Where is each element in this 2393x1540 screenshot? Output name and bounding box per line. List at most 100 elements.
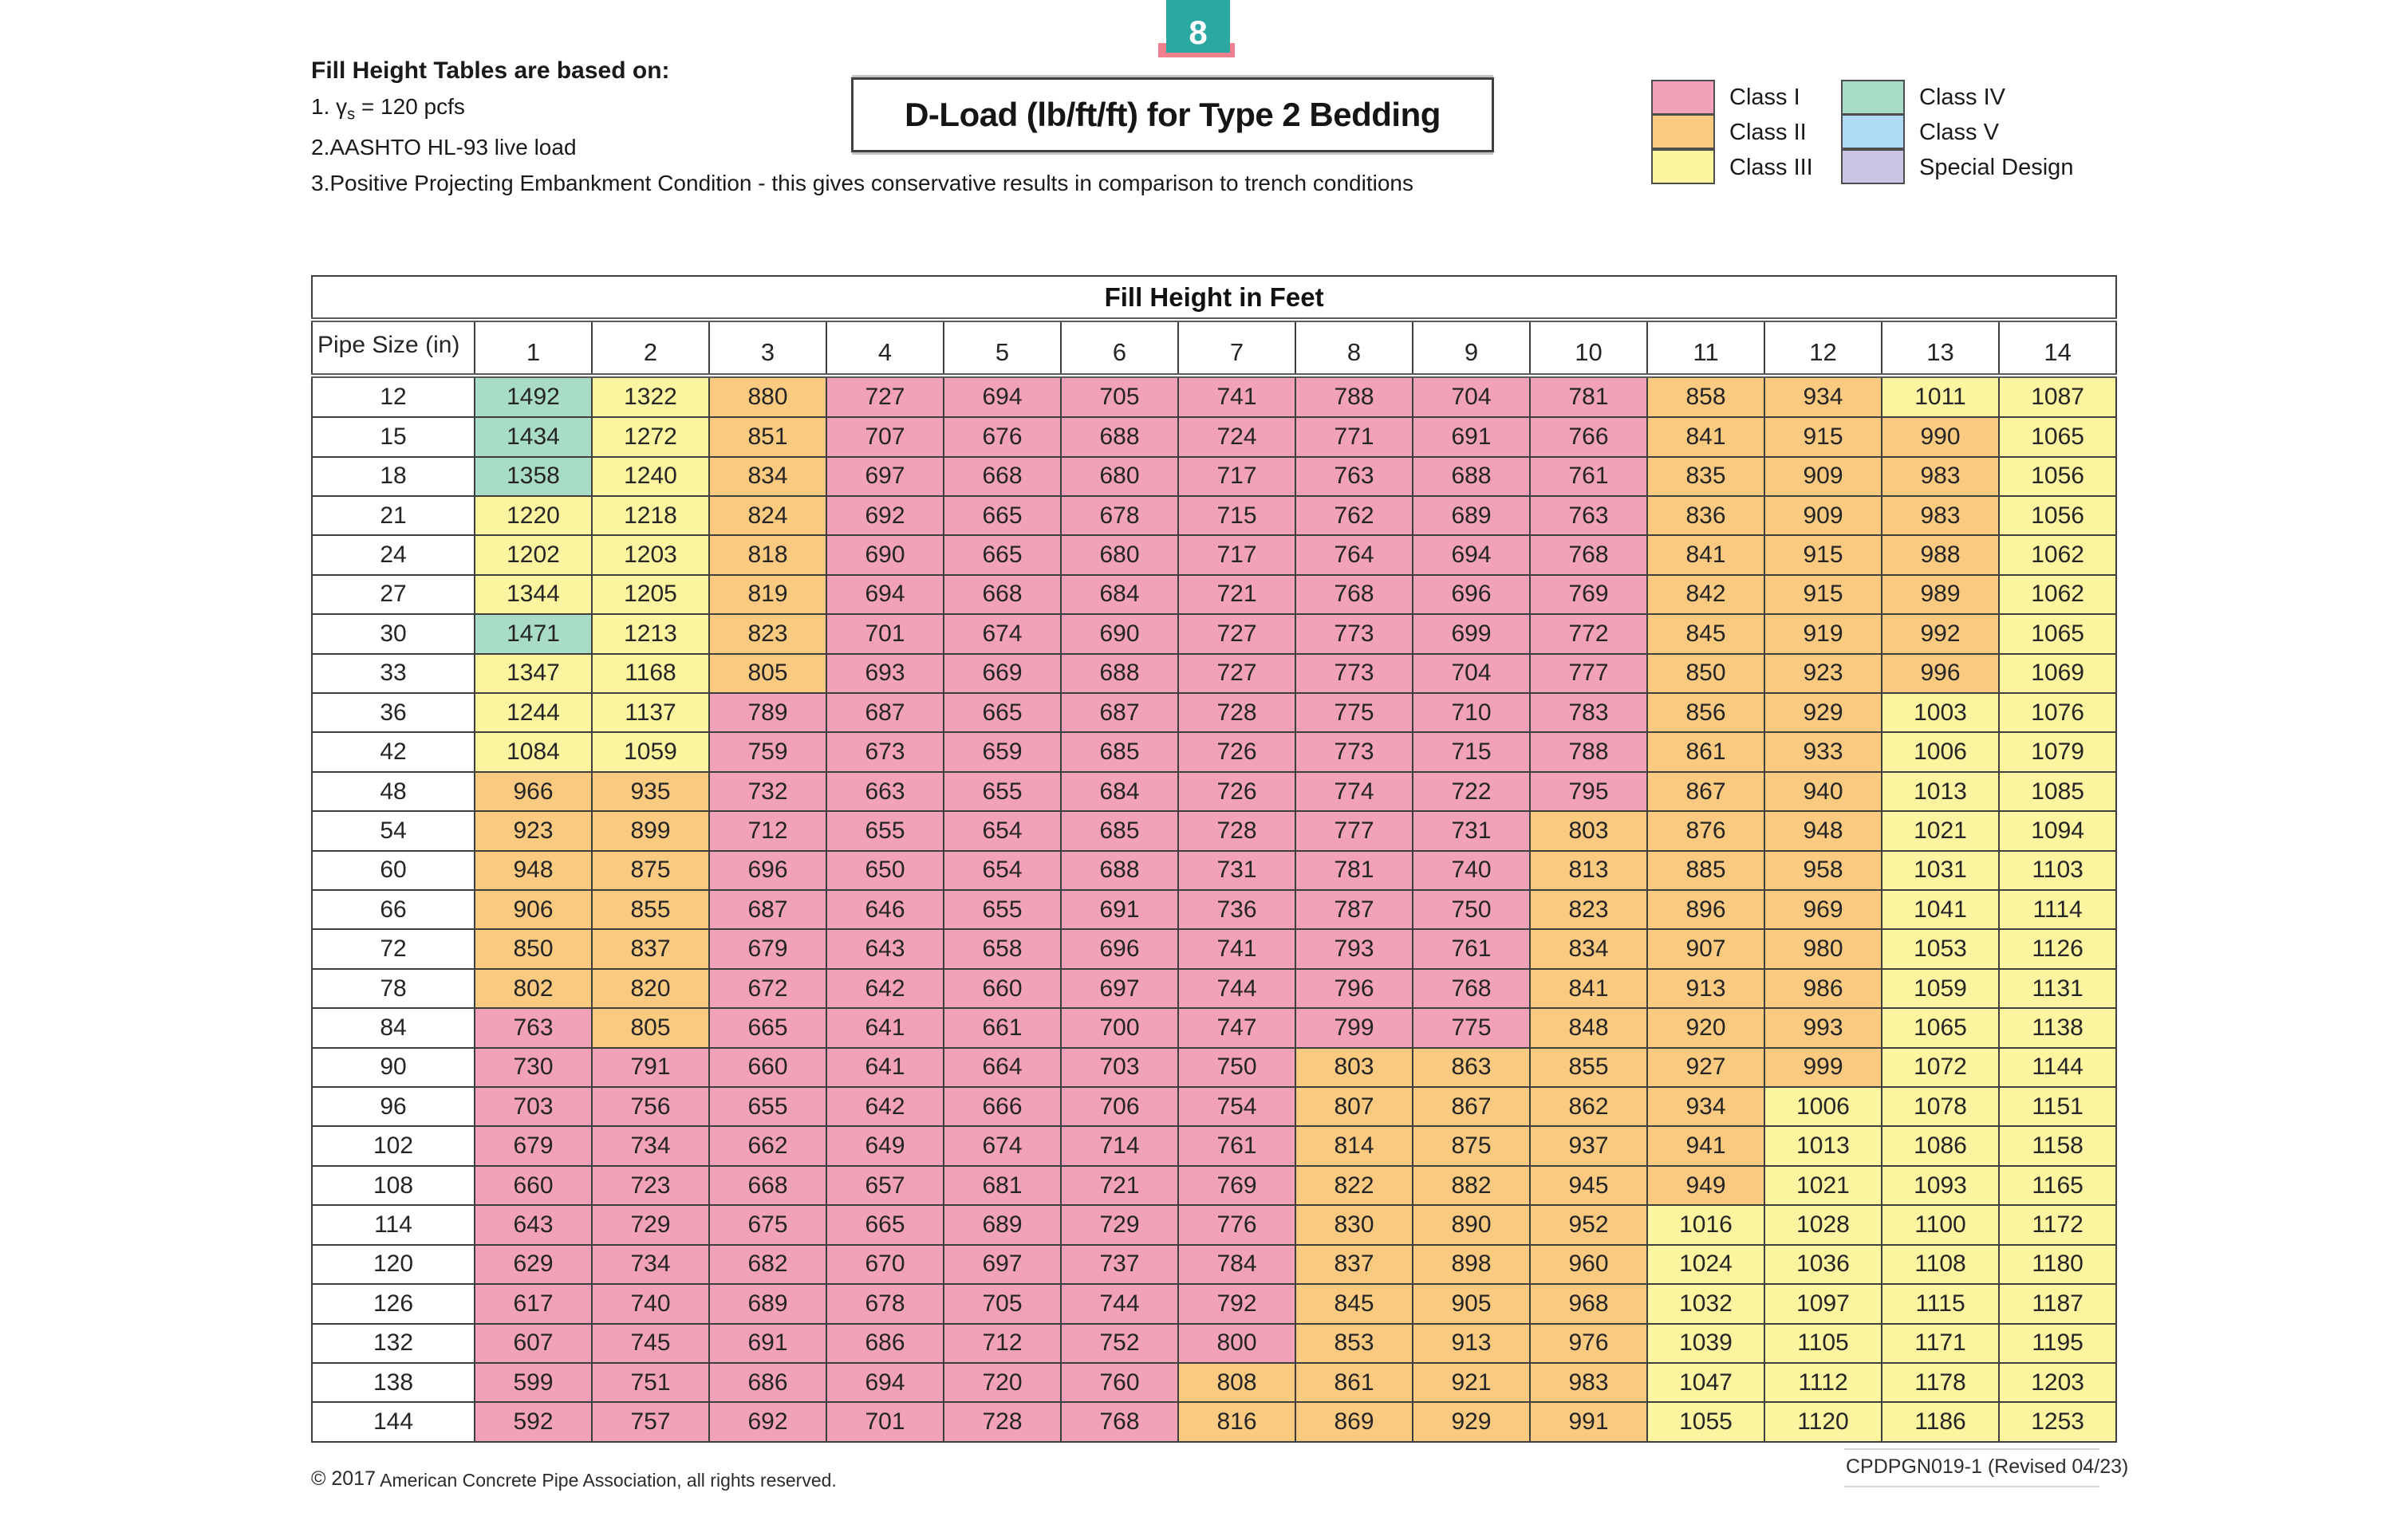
dload-cell: 837 (591, 928, 710, 970)
note-item-3: 3.Positive Projecting Embankment Conditi… (311, 170, 1413, 195)
dload-cell: 752 (1060, 1322, 1179, 1364)
dload-cell: 687 (708, 889, 827, 931)
dload-cell: 1213 (591, 613, 710, 655)
dload-cell: 691 (1412, 416, 1531, 458)
dload-cell: 923 (1764, 652, 1882, 695)
dload-cell: 1138 (1997, 1007, 2118, 1049)
dload-cell: 1492 (474, 374, 593, 419)
dload-cell: 913 (1646, 967, 1765, 1010)
dload-cell: 741 (1177, 928, 1296, 970)
fill-height-column-header: 4 (826, 319, 944, 378)
dload-cell: 669 (943, 652, 1062, 695)
dload-cell: 654 (943, 849, 1062, 892)
dload-cell: 712 (708, 810, 827, 852)
dload-cell: 731 (1412, 810, 1531, 852)
dload-cell: 1202 (474, 534, 593, 576)
copyright-text: American Concrete Pipe Association, all … (375, 1470, 837, 1491)
dload-cell: 788 (1529, 731, 1648, 773)
dload-cell: 775 (1295, 691, 1413, 734)
dload-cell: 823 (708, 613, 827, 655)
table-row: 84 763 805 665 641 661 700 747 799 775 848 920 993 10… (311, 1007, 2118, 1049)
dload-cell: 799 (1295, 1007, 1413, 1049)
legend-color-swatch (1841, 114, 1905, 149)
dload-cell: 1344 (474, 573, 593, 616)
legend-item: Class I (1651, 80, 1813, 115)
dload-cell: 819 (708, 573, 827, 616)
dload-cell: 1041 (1881, 889, 2000, 931)
dload-cell: 781 (1529, 374, 1648, 419)
legend-color-swatch (1841, 149, 1905, 184)
dload-cell: 906 (474, 889, 593, 931)
fill-height-column-header: 11 (1646, 319, 1765, 378)
dload-cell: 1131 (1997, 967, 2118, 1010)
dload-cell: 1021 (1764, 1164, 1882, 1207)
dload-cell: 592 (474, 1401, 593, 1443)
dload-cell: 750 (1412, 889, 1531, 931)
dload-cell: 1056 (1997, 455, 2118, 497)
notes-block: Fill Height Tables are based on: 1. γs =… (311, 57, 1555, 207)
dload-cell: 773 (1295, 731, 1413, 773)
dload-cell: 1218 (591, 494, 710, 537)
dload-cell: 655 (708, 1086, 827, 1128)
table-row: 36 1244 1137 789 687 665 687 728 775 710 783 856 929… (311, 691, 2118, 734)
dload-cell: 976 (1529, 1322, 1648, 1364)
dload-cell: 803 (1529, 810, 1648, 852)
dload-cell: 662 (708, 1125, 827, 1167)
dload-cell: 660 (943, 967, 1062, 1010)
dload-cell: 641 (826, 1046, 944, 1089)
dload-cell: 756 (591, 1086, 710, 1128)
dload-cell: 919 (1764, 613, 1882, 655)
dload-cell: 657 (826, 1164, 944, 1207)
dload-cell: 802 (474, 967, 593, 1010)
copyright-year: © 2017 (311, 1467, 376, 1490)
dload-cell: 1471 (474, 613, 593, 655)
dload-cell: 796 (1295, 967, 1413, 1010)
dload-cell: 885 (1646, 849, 1765, 892)
dload-cell: 675 (708, 1204, 827, 1246)
pipe-size-cell: 27 (311, 573, 475, 616)
dload-cell: 734 (591, 1243, 710, 1286)
dload-cell: 1178 (1881, 1361, 2000, 1404)
dload-cell: 696 (1412, 573, 1531, 616)
dload-cell: 1165 (1997, 1164, 2118, 1207)
dload-cell: 921 (1412, 1361, 1531, 1404)
dload-cell: 661 (943, 1007, 1062, 1049)
dload-cell: 1078 (1881, 1086, 2000, 1128)
pipe-size-cell: 54 (311, 810, 475, 852)
dload-cell: 1006 (1764, 1086, 1882, 1128)
table-row: 108 660 723 668 657 681 721 769 822 882 945 949 1021… (311, 1164, 2118, 1207)
dload-cell: 1240 (591, 455, 710, 497)
dload-cell: 993 (1764, 1007, 1882, 1049)
dload-cell: 1358 (474, 455, 593, 497)
dload-cell: 723 (591, 1164, 710, 1207)
dload-cell: 599 (474, 1361, 593, 1404)
dload-cell: 684 (1060, 573, 1179, 616)
dload-cell: 841 (1529, 967, 1648, 1010)
dload-cell: 805 (708, 652, 827, 695)
note-item-1: 1. γs = 120 pcfs (311, 94, 465, 124)
dload-cell: 909 (1764, 455, 1882, 497)
dload-cell: 665 (708, 1007, 827, 1049)
dload-cell: 760 (1060, 1361, 1179, 1404)
dload-cell: 992 (1881, 613, 2000, 655)
pipe-size-cell: 72 (311, 928, 475, 970)
dload-cell: 665 (826, 1204, 944, 1246)
dload-cell: 688 (1412, 455, 1531, 497)
title-box: D-Load (lb/ft/ft) for Type 2 Bedding (851, 77, 1494, 152)
dload-cell: 816 (1177, 1401, 1296, 1443)
dload-cell: 674 (943, 1125, 1062, 1167)
dload-cell: 1013 (1764, 1125, 1882, 1167)
dload-cell: 678 (826, 1283, 944, 1325)
dload-cell: 697 (943, 1243, 1062, 1286)
dload-cell: 660 (708, 1046, 827, 1089)
dload-cell: 665 (943, 691, 1062, 734)
pipe-size-cell: 78 (311, 967, 475, 1010)
dload-cell: 701 (826, 613, 944, 655)
fill-height-column-header: 3 (708, 319, 827, 378)
dload-cell: 1047 (1646, 1361, 1765, 1404)
dload-cell: 690 (1060, 613, 1179, 655)
dload-cell: 830 (1295, 1204, 1413, 1246)
dload-cell: 728 (1177, 691, 1296, 734)
dload-cell: 999 (1764, 1046, 1882, 1089)
dload-cell: 983 (1529, 1361, 1648, 1404)
